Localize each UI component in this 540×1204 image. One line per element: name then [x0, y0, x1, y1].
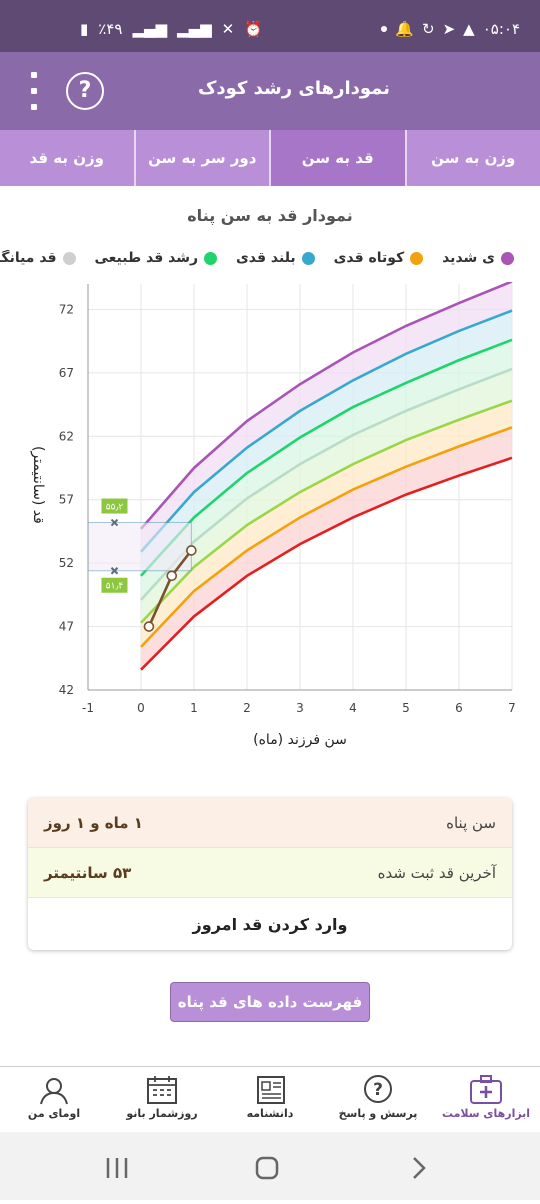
medical-kit-icon	[468, 1074, 504, 1106]
bottom-nav: ابزارهای سلامت ? پرسش و پاسخ دانشنامه رو…	[0, 1066, 540, 1132]
nav-label: پرسش و پاسخ	[339, 1107, 418, 1120]
nav-qa[interactable]: ? پرسش و پاسخ	[324, 1067, 432, 1132]
y-tick-label: 57	[59, 493, 74, 507]
nav-label: دانشنامه	[247, 1107, 294, 1120]
more-vert-icon[interactable]	[26, 72, 42, 110]
tab-head-age[interactable]: دور سر به سن	[134, 130, 270, 186]
upper-label-text: ۵۵٫۲	[106, 503, 124, 513]
legend-item-normal: رشد قد طبیعی	[94, 250, 217, 266]
calendar-icon	[144, 1074, 180, 1106]
recents-icon[interactable]	[108, 1158, 126, 1178]
x-tick-label: 0	[137, 701, 145, 715]
user-avatar-icon	[36, 1074, 72, 1106]
back-icon[interactable]	[414, 1158, 424, 1178]
legend-item-tall: بلند قدی	[236, 250, 315, 266]
sync-icon: ↻	[422, 20, 435, 38]
y-axis-title: قد (سانتیمتر)	[22, 430, 46, 540]
home-icon[interactable]	[257, 1158, 277, 1178]
legend-label: بلند قدی	[236, 250, 296, 266]
legend-label: ی شدید	[442, 250, 495, 266]
bell-icon: 🔔	[395, 20, 414, 38]
tab-height-age[interactable]: قد به سن	[269, 130, 405, 186]
legend-dot	[204, 252, 217, 265]
svg-text:?: ?	[373, 1080, 383, 1100]
newspaper-icon	[252, 1074, 288, 1106]
y-tick-label: 47	[59, 620, 74, 634]
x-tick-label: 6	[455, 701, 463, 715]
app-title: نمودارهای رشد کودک	[198, 78, 390, 99]
nav-label: ابزارهای سلامت	[442, 1107, 530, 1120]
y-tick-label: 42	[59, 683, 74, 697]
age-value: ۱ ماه و ۱ روز	[44, 814, 143, 832]
chart-tabs: وزن به سن قد به سن دور سر به سن وزن به ق…	[0, 130, 540, 186]
age-row: سن پناه ۱ ماه و ۱ روز	[28, 798, 512, 848]
y-tick-label: 62	[59, 429, 74, 443]
lower-label-text: ۵۱٫۴	[106, 582, 124, 592]
nav-encyclopedia[interactable]: دانشنامه	[216, 1067, 324, 1132]
status-time: ۰۵:۰۴	[483, 20, 520, 38]
info-card: سن پناه ۱ ماه و ۱ روز آخرین قد ثبت شده ۵…	[28, 798, 512, 950]
alarm-icon: ⏰	[244, 20, 263, 38]
battery-icon: ▮	[80, 20, 88, 38]
enter-height-button[interactable]: وارد کردن قد امروز	[28, 898, 512, 950]
nav-label: اومای من	[28, 1107, 80, 1120]
nav-label: روزشمار بانو	[126, 1107, 197, 1120]
y-tick-label: 52	[59, 556, 74, 570]
y-tick-label: 72	[59, 302, 74, 316]
app-bar: نمودارهای رشد کودک ?	[0, 52, 540, 130]
x-tick-label: -1	[82, 701, 94, 715]
x-axis-title: سن فرزند (ماه)	[0, 732, 540, 748]
nav-health-tools[interactable]: ابزارهای سلامت	[432, 1067, 540, 1132]
signal-icon-2: ▂▄▆	[177, 20, 212, 38]
height-label: آخرین قد ثبت شده	[378, 864, 496, 882]
child-height-point	[144, 622, 153, 631]
tab-weight-age[interactable]: وزن به سن	[405, 130, 540, 186]
status-left: ▮ ٪۴۹ ▂▄▆ ▂▄▆ ✕ ⏰	[80, 20, 263, 38]
legend-item-severe: ی شدید	[442, 250, 514, 266]
legend-dot	[63, 252, 76, 265]
height-list-button[interactable]: فهرست داده های قد پناه	[170, 982, 370, 1022]
child-height-point	[167, 571, 176, 580]
range-annotation-box	[88, 523, 191, 571]
legend-item-average: قد میانگین	[0, 250, 76, 266]
warning-icon: ▲	[463, 20, 475, 38]
height-row: آخرین قد ثبت شده ۵۳ سانتیمتر	[28, 848, 512, 898]
notification-dot-icon	[381, 26, 387, 32]
mute-icon: ✕	[222, 20, 235, 38]
legend-dot	[302, 252, 315, 265]
legend-item-short: کوتاه قدی	[334, 250, 424, 266]
legend-label: قد میانگین	[0, 250, 57, 266]
nav-profile[interactable]: اومای من	[0, 1067, 108, 1132]
tab-weight-height[interactable]: وزن به قد	[0, 130, 134, 186]
height-value: ۵۳ سانتیمتر	[44, 864, 131, 882]
chart-legend: ی شدید کوتاه قدی بلند قدی رشد قد طبیعی ق…	[0, 250, 540, 276]
question-bubble-icon: ?	[360, 1074, 396, 1106]
send-icon: ➤	[443, 20, 456, 38]
status-right: 🔔 ↻ ➤ ▲ ۰۵:۰۴	[381, 20, 520, 38]
legend-label: کوتاه قدی	[334, 250, 405, 266]
help-circle-icon[interactable]: ?	[66, 72, 104, 110]
chart-title: نمودار قد به سن پناه	[0, 206, 540, 225]
age-label: سن پناه	[446, 814, 496, 832]
x-tick-label: 4	[349, 701, 357, 715]
nav-calendar[interactable]: روزشمار بانو	[108, 1067, 216, 1132]
x-tick-label: 2	[243, 701, 251, 715]
child-height-point	[187, 546, 196, 555]
y-tick-label: 67	[59, 366, 74, 380]
x-tick-label: 5	[402, 701, 410, 715]
status-bar: ▮ ٪۴۹ ▂▄▆ ▂▄▆ ✕ ⏰ 🔔 ↻ ➤ ▲ ۰۵:۰۴	[0, 0, 540, 52]
system-nav-bar	[0, 1132, 540, 1200]
x-tick-label: 3	[296, 701, 304, 715]
battery-percent: ٪۴۹	[98, 20, 122, 38]
signal-icon: ▂▄▆	[132, 20, 167, 38]
x-tick-label: 7	[508, 701, 516, 715]
legend-dot	[501, 252, 514, 265]
legend-label: رشد قد طبیعی	[94, 250, 198, 266]
x-tick-label: 1	[190, 701, 198, 715]
legend-dot	[410, 252, 423, 265]
